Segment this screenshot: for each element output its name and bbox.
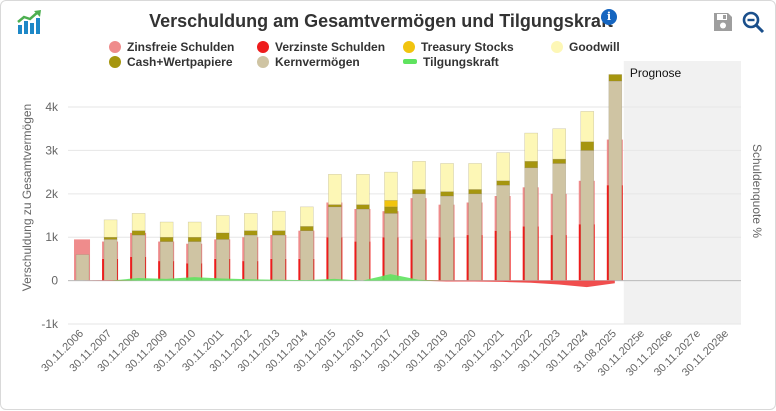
bar-kernverm-gen: [356, 208, 370, 281]
y2-axis-title: Schuldenquote %: [750, 144, 764, 238]
bar-goodwill: [412, 161, 426, 190]
legend-item-tilgungskraft[interactable]: Tilgungskraft: [403, 55, 499, 69]
legend-item-cash-wertpapiere[interactable]: Cash+Wertpapiere: [109, 55, 233, 69]
bar-goodwill: [159, 221, 174, 238]
legend-label: Tilgungskraft: [423, 55, 499, 69]
bar-goodwill: [131, 213, 146, 231]
bar-kernverm-gen: [440, 195, 454, 281]
bar-treasury-stocks: [384, 200, 398, 208]
bar-goodwill: [300, 206, 314, 227]
bar-kernverm-gen: [272, 234, 286, 281]
legend-dot-icon: [551, 41, 563, 53]
legend-dot-icon: [257, 56, 269, 68]
y-tick-label: 4k: [45, 100, 59, 114]
floppy-disk-icon[interactable]: [711, 10, 735, 34]
bar-cash-wertpapiere: [552, 158, 566, 164]
bar-cash-wertpapiere: [272, 230, 286, 236]
bar-cash-wertpapiere: [356, 204, 370, 210]
legend-item-treasury-stocks[interactable]: Treasury Stocks: [403, 40, 514, 54]
bar-cash-wertpapiere: [328, 204, 342, 208]
bar-kernverm-gen: [159, 241, 174, 281]
bar-goodwill: [328, 174, 342, 205]
info-icon[interactable]: i: [601, 9, 617, 25]
bar-kernverm-gen: [75, 254, 90, 281]
bar-cash-wertpapiere: [496, 180, 510, 186]
legend-item-verzinste-schulden[interactable]: Verzinste Schulden: [257, 40, 385, 54]
bar-cash-wertpapiere: [440, 191, 454, 197]
legend-label: Kernvermögen: [275, 55, 360, 69]
bar-cash-wertpapiere: [244, 230, 258, 236]
bar-cash-wertpapiere: [580, 141, 595, 151]
y-tick-label: 1k: [45, 230, 59, 244]
tilgungskraft-negative-area: [82, 280, 615, 288]
bar-kernverm-gen: [552, 163, 566, 281]
bar-cash-wertpapiere: [300, 226, 314, 231]
bar-cash-wertpapiere: [187, 236, 202, 242]
y-tick-label: 2k: [45, 187, 59, 201]
bar-goodwill: [552, 128, 566, 160]
legend-item-kernvermögen[interactable]: Kernvermögen: [257, 55, 360, 69]
bar-kernverm-gen: [468, 193, 482, 281]
y-tick-label: -1k: [41, 317, 59, 331]
chart-title: Verschuldung am Gesamtvermögen und Tilgu…: [149, 11, 613, 31]
bar-cash-wertpapiere: [468, 189, 482, 195]
legend-item-zinsfreie-schulden[interactable]: Zinsfreie Schulden: [109, 40, 234, 54]
bar-cash-wertpapiere: [215, 232, 230, 240]
bar-kernverm-gen: [103, 239, 118, 281]
bar-cash-wertpapiere: [131, 230, 146, 236]
legend-label: Verzinste Schulden: [275, 40, 386, 54]
bar-goodwill: [524, 132, 538, 162]
legend-label: Treasury Stocks: [421, 40, 514, 54]
bar-kernverm-gen: [496, 184, 510, 281]
bar-kernverm-gen: [384, 213, 398, 281]
legend-dot-icon: [109, 41, 121, 53]
tilgungskraft-positive-area: [82, 274, 615, 281]
bar-goodwill: [215, 215, 230, 234]
bar-kernverm-gen: [187, 241, 202, 281]
legend-label: Goodwill: [569, 40, 620, 54]
bar-goodwill: [272, 210, 286, 231]
bar-kernverm-gen: [608, 80, 623, 281]
bar-kernverm-gen: [244, 234, 258, 281]
bar-goodwill: [356, 174, 370, 205]
bar-goodwill: [103, 219, 118, 238]
bar-cash-wertpapiere: [159, 236, 174, 242]
bar-cash-wertpapiere: [412, 189, 426, 195]
legend-label: Cash+Wertpapiere: [127, 55, 233, 69]
bar-cash-wertpapiere: [103, 236, 118, 240]
bar-kernverm-gen: [524, 167, 538, 281]
bar-goodwill: [468, 163, 482, 190]
y-axis-title: Verschuldung zu Gesamtvermögen: [20, 104, 34, 291]
growth-chart-icon: [17, 10, 41, 34]
forecast-label: Prognose: [630, 66, 682, 80]
legend-line-icon: [403, 59, 417, 64]
legend-dot-icon: [257, 41, 269, 53]
bar-cash-wertpapiere: [608, 74, 623, 82]
forecast-region: [623, 61, 741, 324]
bar-goodwill: [384, 171, 398, 201]
bar-goodwill: [244, 213, 258, 231]
legend-dot-icon: [109, 56, 121, 68]
bar-cash-wertpapiere: [384, 206, 398, 214]
y-tick-label: 3k: [45, 143, 59, 157]
bar-goodwill: [440, 163, 454, 192]
bar-goodwill: [580, 111, 595, 142]
zoom-out-icon[interactable]: [741, 10, 765, 34]
y-tick-label: 0: [51, 274, 58, 288]
bar-kernverm-gen: [580, 150, 595, 281]
bar-kernverm-gen: [131, 234, 146, 281]
bar-goodwill: [187, 221, 202, 238]
legend-label: Zinsfreie Schulden: [127, 40, 235, 54]
bar-kernverm-gen: [328, 206, 342, 281]
legend-item-goodwill[interactable]: Goodwill: [551, 40, 620, 54]
bar-goodwill: [496, 152, 510, 182]
legend-dot-icon: [403, 41, 415, 53]
bar-kernverm-gen: [412, 193, 426, 281]
bar-kernverm-gen: [215, 239, 230, 281]
bar-kernverm-gen: [300, 230, 314, 281]
bar-cash-wertpapiere: [524, 161, 538, 169]
